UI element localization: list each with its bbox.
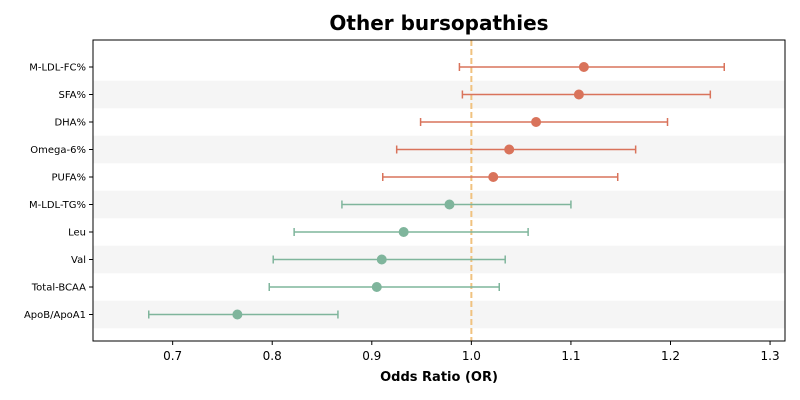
x-tick-label: 1.0 [462, 349, 481, 363]
y-axis: M-LDL-FC% SFA% DHA% Omega-6% PUFA% M-LDL-TG% L… [24, 63, 93, 321]
or-point [504, 144, 515, 155]
chart-title: Other bursopathies [329, 11, 548, 35]
category-label: Leu [68, 228, 86, 239]
x-tick-label: 0.9 [362, 349, 381, 363]
or-point [578, 62, 589, 72]
x-tick-label: 0.7 [163, 349, 182, 363]
category-label: ApoB/ApoA1 [24, 310, 86, 321]
or-point [531, 117, 542, 127]
category-label: M-LDL-FC% [29, 63, 86, 74]
x-tick-label: 1.1 [561, 349, 580, 363]
x-tick-label: 1.3 [761, 349, 780, 363]
x-tick-label: 0.8 [263, 349, 282, 363]
data-marks [148, 62, 726, 320]
category-label: Omega-6% [30, 145, 86, 156]
category-label: DHA% [54, 118, 86, 129]
or-point [376, 254, 387, 265]
or-point [398, 227, 409, 237]
category-label: Val [71, 255, 86, 266]
category-label: Total-BCAA [31, 283, 86, 294]
x-axis-label: Odds Ratio (OR) [380, 370, 498, 385]
x-tick-label: 1.2 [661, 349, 680, 363]
or-point [488, 172, 499, 182]
x-axis: 0.7 0.8 0.9 1.0 1.1 1.2 1.3 [163, 341, 780, 363]
plot-frame [92, 39, 786, 342]
or-point [444, 199, 455, 210]
or-point [232, 309, 243, 320]
category-label: M-LDL-TG% [29, 200, 86, 211]
or-point [371, 282, 382, 292]
category-label: PUFA% [51, 173, 86, 184]
or-point [573, 89, 584, 100]
category-label: SFA% [58, 90, 86, 101]
